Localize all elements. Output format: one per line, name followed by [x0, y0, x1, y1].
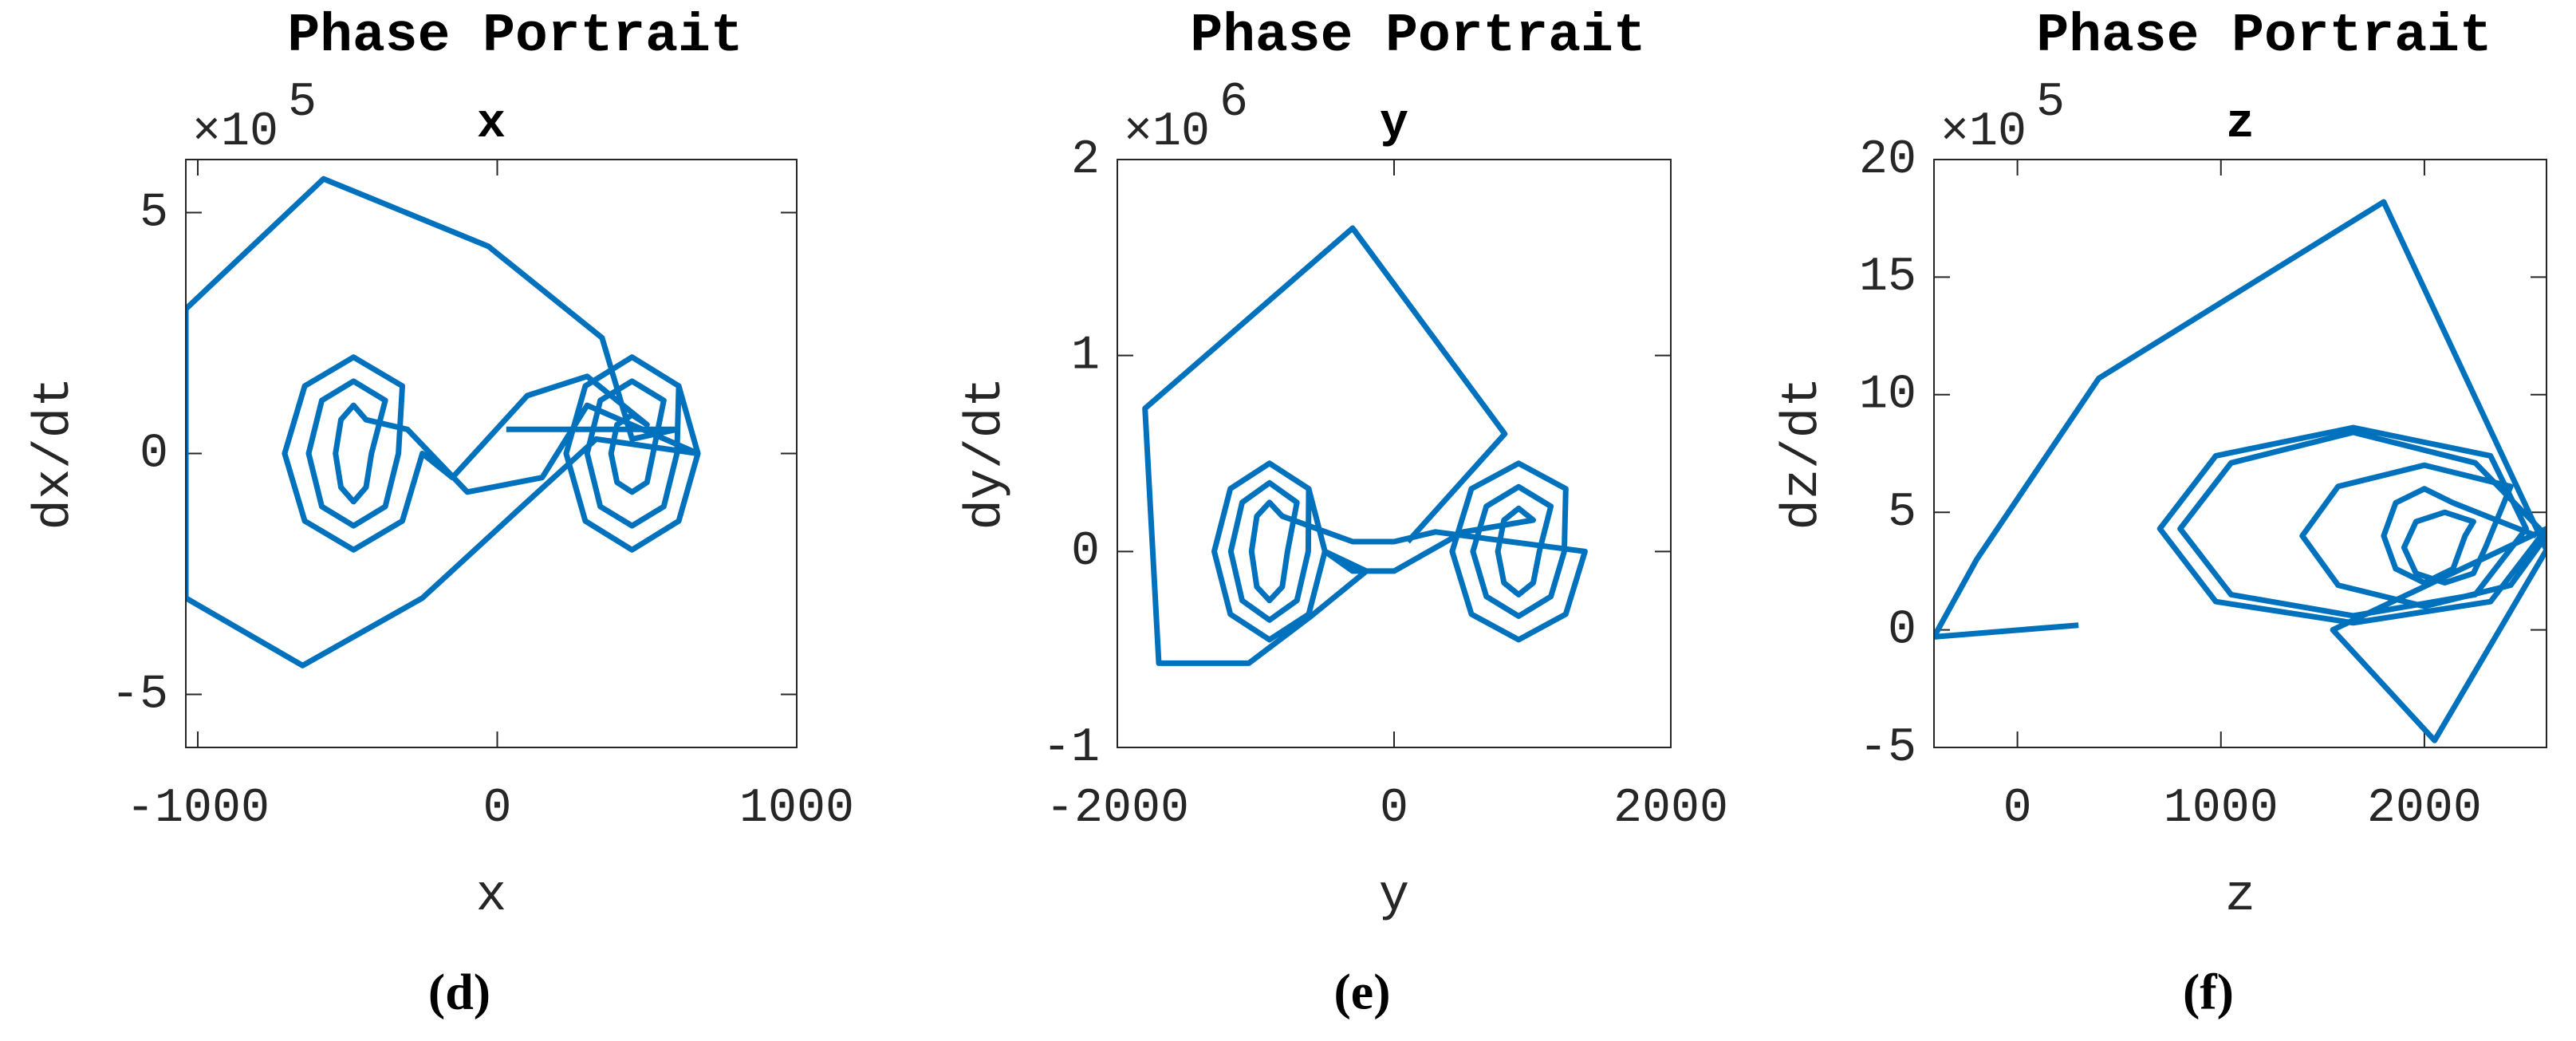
- y-scale-base: ×10: [1940, 105, 2027, 160]
- y-tick-label: -5: [111, 668, 168, 722]
- x-axis-label: y: [1379, 868, 1409, 925]
- y-tick-label: 5: [1888, 486, 1916, 540]
- y-scale-exponent: 5: [2036, 76, 2065, 130]
- y-axis-label: dx/dt: [26, 377, 84, 530]
- y-tick-label: 15: [1859, 250, 1916, 305]
- panel: Phase Portrait y ×106 y dy/dt (e) -2000 0 2000 -1…: [958, 6, 1728, 1020]
- y-tick-label: 1: [1071, 329, 1100, 384]
- x-tick-label: 0: [1380, 782, 1408, 836]
- y-tick-label: 10: [1859, 369, 1916, 423]
- trajectory: [1142, 225, 1588, 666]
- y-axis-label: dz/dt: [1774, 377, 1832, 530]
- chart-subtitle: z: [2226, 97, 2255, 152]
- axes-box: [185, 159, 798, 748]
- axes-box: [1117, 159, 1672, 748]
- caption: (d): [428, 964, 490, 1020]
- x-tick-label: -2000: [1046, 782, 1189, 836]
- x-tick-label: 0: [483, 782, 512, 836]
- trajectory: [1934, 199, 2546, 743]
- x-tick-label: 2000: [2367, 782, 2482, 836]
- x-axis-label: z: [2225, 868, 2255, 925]
- chart-title: Phase Portrait: [287, 6, 742, 67]
- y-tick-label: 0: [1071, 525, 1100, 579]
- y-tick-label: 2: [1071, 133, 1100, 187]
- y-scale-base: ×10: [192, 105, 278, 160]
- axes-box: [1933, 159, 2547, 748]
- y-tick-label: 20: [1859, 133, 1916, 187]
- y-axis-label: dy/dt: [958, 377, 1015, 530]
- y-tick-label: 0: [1888, 603, 1916, 657]
- x-tick-label: 2000: [1613, 782, 1728, 836]
- chart-subtitle: y: [1380, 97, 1408, 152]
- y-scale-base: ×10: [1124, 105, 1210, 160]
- caption: (f): [2183, 964, 2234, 1020]
- trajectory: [186, 175, 701, 668]
- y-tick-label: 0: [140, 427, 168, 481]
- chart-title: Phase Portrait: [2036, 6, 2491, 67]
- x-tick-label: 1000: [739, 782, 854, 836]
- chart-title: Phase Portrait: [1190, 6, 1645, 67]
- x-tick-label: 1000: [2164, 782, 2279, 836]
- y-scale-exponent: 5: [288, 76, 317, 130]
- chart-subtitle: x: [477, 97, 506, 152]
- caption: (e): [1333, 964, 1390, 1020]
- y-tick-label: -1: [1042, 721, 1100, 775]
- x-axis-label: x: [476, 868, 506, 925]
- y-tick-label: -5: [1859, 721, 1916, 775]
- y-tick-label: 5: [140, 186, 168, 240]
- x-tick-label: -1000: [126, 782, 270, 836]
- y-scale-exponent: 6: [1219, 76, 1248, 130]
- x-tick-label: 0: [2003, 782, 2032, 836]
